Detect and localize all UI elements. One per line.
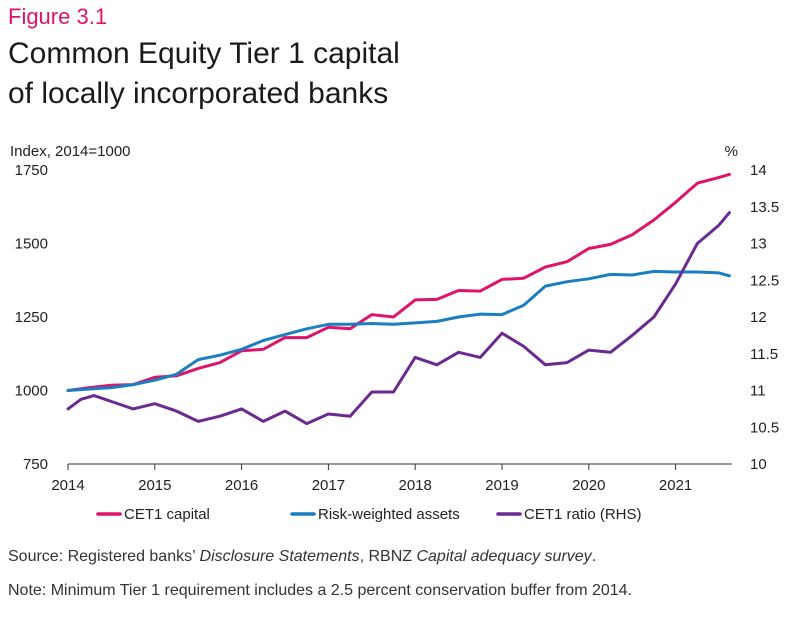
chart-title-line-2: of locally incorporated banks <box>8 77 389 110</box>
series-line-3 <box>66 211 731 426</box>
legend-label-1: CET1 capital <box>124 506 210 523</box>
right-tick-label: 11 <box>750 383 766 400</box>
right-tick-label: 11.5 <box>750 346 778 363</box>
left-tick-label: 1750 <box>15 162 48 179</box>
right-tick-label: 14 <box>750 162 767 179</box>
right-tick-label: 10 <box>750 456 767 473</box>
right-tick-label: 13.5 <box>750 199 779 216</box>
x-tick-label: 2021 <box>659 477 692 494</box>
x-tick-label: 2019 <box>485 477 518 494</box>
source-note: Source: Registered banks’ Disclosure Sta… <box>8 548 596 566</box>
left-tick-label: 1500 <box>15 236 48 253</box>
left-tick-label: 1250 <box>15 309 48 326</box>
left-tick-label: 750 <box>23 456 48 473</box>
figure-label: Figure 3.1 <box>8 4 108 29</box>
source-middle: , RBNZ <box>359 548 417 565</box>
left-tick-label: 1000 <box>15 383 48 400</box>
left-axis-label: Index, 2014=1000 <box>10 143 131 160</box>
series-line-2 <box>66 269 731 392</box>
x-tick-label: 2020 <box>572 477 605 494</box>
right-tick-label: 13 <box>750 236 767 253</box>
x-tick-label: 2015 <box>138 477 171 494</box>
chart-area: Index, 2014=1000% 750 1000 1250 1500 1750 10 10… <box>0 138 795 538</box>
series-line-1 <box>66 172 731 392</box>
legend-label-2: Risk-weighted assets <box>318 506 460 523</box>
chart-title-line-1: Common Equity Tier 1 capital <box>8 37 400 70</box>
legend-label-3: CET1 ratio (RHS) <box>524 506 642 523</box>
x-tick-label: 2016 <box>225 477 258 494</box>
source-suffix: . <box>591 548 597 565</box>
source-italic-2: Capital adequacy survey <box>416 548 592 565</box>
right-tick-label: 10.5 <box>750 419 779 436</box>
x-tick-label: 2014 <box>51 477 84 494</box>
right-tick-label: 12.5 <box>750 272 779 289</box>
right-axis-label: % <box>725 143 738 160</box>
footnote: Note: Minimum Tier 1 requirement include… <box>8 582 633 599</box>
chart-title: Common Equity Tier 1 capital of locally … <box>8 34 708 114</box>
source-prefix: Source: Registered banks’ <box>8 548 200 565</box>
line-chart: Index, 2014=1000 % 750 1000 1250 1500 1750 10 10… <box>10 143 779 523</box>
right-tick-label: 12 <box>750 309 767 326</box>
x-tick-label: 2018 <box>399 477 432 494</box>
source-italic-1: Disclosure Statements <box>199 548 360 565</box>
x-tick-label: 2017 <box>312 477 345 494</box>
